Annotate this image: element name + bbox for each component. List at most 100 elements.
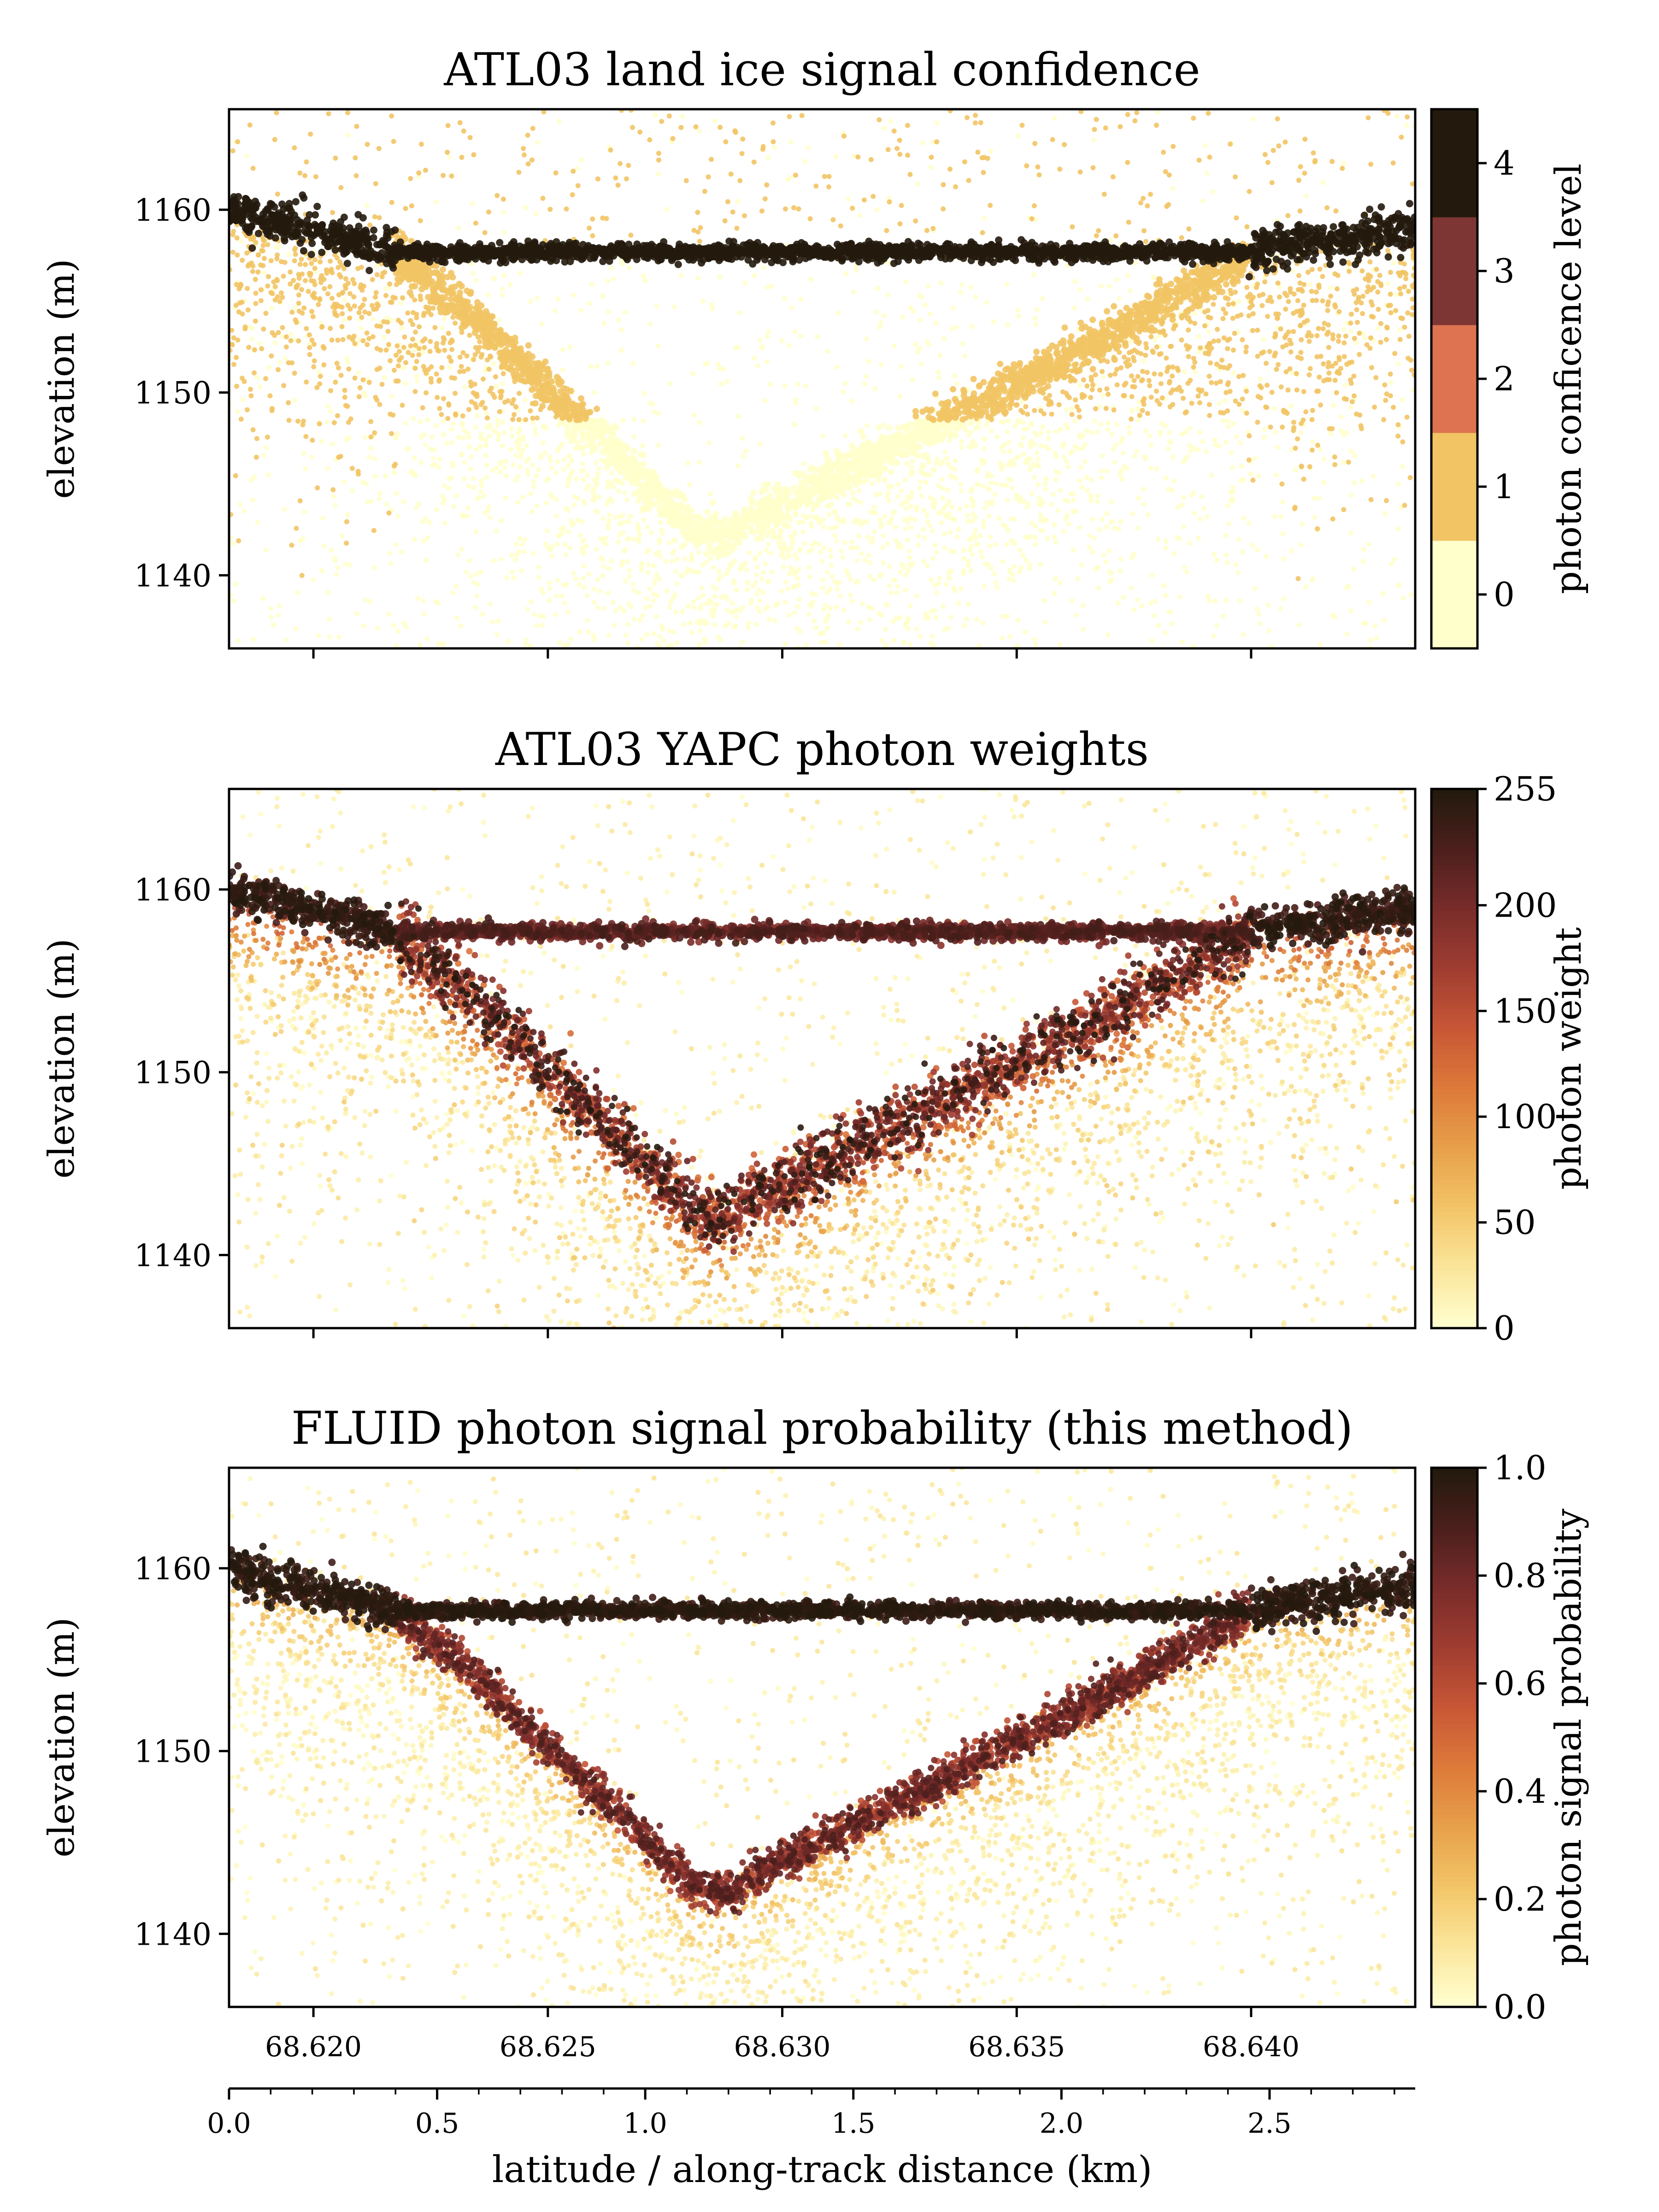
photon-point [1247,433,1252,439]
photon-point [1341,340,1347,346]
photon-point [788,546,794,551]
photon-point [561,467,567,472]
photon-point [874,309,879,315]
photon-point [369,303,375,308]
photon-point [1072,306,1077,311]
photon-point [843,271,848,276]
photon-point [812,618,817,624]
photon-point [980,461,986,466]
photon-point [1297,208,1303,214]
photon-point [846,196,851,202]
photon-point [672,488,679,494]
photon-point [709,302,714,307]
photon-point [1208,315,1213,321]
photon-point [1000,522,1006,528]
photon-point [959,439,965,444]
photon-point [1278,514,1284,519]
photon-point [1241,632,1247,637]
photon-point [1045,436,1051,441]
photon-point [1279,481,1285,487]
photon-point [1169,621,1175,626]
photon-point [760,570,766,576]
photon-point [1181,495,1187,500]
photon-point [481,377,486,382]
photon-point [457,120,463,125]
photon-point [516,417,522,422]
photon-point [577,444,583,451]
photon-point [957,506,963,512]
photon-point [904,506,909,511]
photon-point [412,342,418,348]
photon-point [1392,351,1398,356]
photon-point [930,226,936,231]
photon-point [711,515,718,522]
photon-point [352,341,358,347]
photon-point [1330,612,1335,618]
photon-point [738,608,743,613]
photon-point [1210,189,1215,194]
photon-point [1055,508,1061,513]
photon-point [470,201,475,206]
photon-point [262,238,267,243]
photon-point [1097,527,1102,533]
photon-point [326,111,331,117]
photon-point [996,516,1002,521]
photon-point [282,506,287,512]
photon-point [927,472,933,478]
photon-point [1012,517,1017,522]
photon-point [879,612,884,618]
photon-point [905,537,911,543]
photon-point [1362,335,1368,341]
photon-point [1029,422,1035,428]
photon-point [742,560,748,566]
photon-point [1064,459,1070,464]
photon-point [849,539,855,545]
photon-point [965,512,971,518]
photon-point [1129,373,1134,379]
photon-point [752,273,757,278]
photon-point [1093,566,1098,572]
photon-point [575,183,581,188]
photon-point [1326,360,1331,365]
photon-point [235,139,241,145]
photon-point [895,584,900,589]
photon-point [657,634,662,639]
photon-point [345,356,350,361]
photon-point [867,574,873,579]
photon-point [1189,400,1194,406]
photon-point [255,269,261,275]
photon-point [396,358,402,363]
photon-point [1071,491,1076,497]
photon-point [773,603,778,608]
photon-point [1126,219,1131,225]
photon-point [1033,322,1038,327]
photon-point [292,258,297,264]
photon-point [1240,337,1245,342]
photon-point [1236,598,1242,603]
photon-point [536,467,541,472]
photon-point [788,139,794,145]
photon-point [918,468,923,473]
photon-point [897,394,903,399]
photon-point [616,464,623,471]
photon-point [631,588,637,593]
photon-point [569,459,574,464]
photon-point [594,547,599,552]
photon-point [1225,418,1231,424]
photon-point [895,494,901,500]
photon-point [565,483,570,488]
photon-point [658,554,663,559]
photon-point [311,364,317,370]
photon-point [1029,216,1035,222]
photon-point [409,469,415,474]
photon-point [1166,430,1172,435]
photon-point [565,508,571,513]
photon-point [253,276,258,282]
photon-point [1029,439,1034,444]
photon-point [657,576,662,582]
photon-point [692,534,699,541]
photon-point [249,260,254,266]
photon-point [1163,630,1168,635]
photon-point [674,581,680,586]
photon-point [1110,518,1116,524]
